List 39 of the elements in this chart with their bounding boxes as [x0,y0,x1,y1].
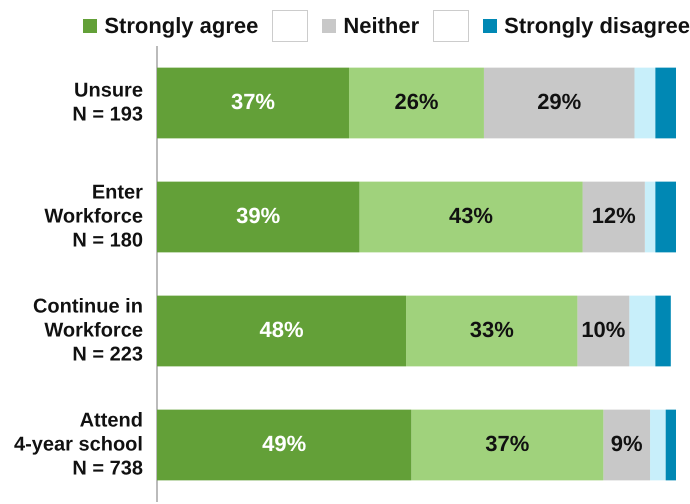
legend-label: Strongly agree [104,13,258,39]
bar [644,182,656,252]
y-tick-label: Attend 4-year school N = 738 [14,410,143,480]
data-label: 43% [448,203,493,228]
data-label: 29% [537,89,582,114]
data-label: 12% [592,203,636,228]
data-label: 26% [394,89,438,114]
bar [577,296,630,366]
y-tick-label: Enter Workforce N = 180 [44,182,144,252]
data-label: 49% [262,431,306,456]
bar [655,182,676,252]
bar [156,296,406,366]
bar [156,68,349,138]
data-label: 33% [470,317,514,342]
bar [156,410,412,480]
bar [603,410,650,480]
bar [411,410,604,480]
bar [629,296,656,366]
bar [359,182,583,252]
data-label: 37% [230,89,275,114]
data-label: 48% [259,317,304,342]
y-tick-label: Unsure N = 193 [72,80,143,126]
bar [655,296,671,366]
bar [156,182,360,252]
bar [406,296,578,366]
bar [650,410,666,480]
legend-label: Strongly disagree [504,13,690,39]
bar [348,68,484,138]
y-tick-label: Continue in Workforce N = 223 [32,296,143,366]
bar [666,410,676,480]
bar [484,68,634,138]
legend-label: Neither [343,13,420,39]
data-label: 10% [581,317,626,342]
data-label: 37% [485,431,530,456]
data-label: 9% [610,431,643,456]
bar [655,68,676,138]
bar [634,68,656,138]
bar [582,182,645,252]
data-label: 39% [236,203,280,228]
